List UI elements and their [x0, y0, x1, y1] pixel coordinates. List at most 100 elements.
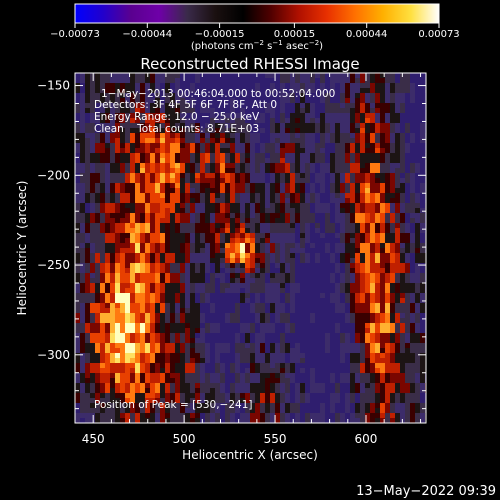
heatmap-cell — [340, 273, 346, 279]
heatmap-cell — [160, 263, 166, 269]
heatmap-cell — [195, 168, 201, 174]
heatmap-cell — [360, 258, 366, 264]
heatmap-cell — [185, 258, 191, 264]
heatmap-cell — [295, 238, 301, 244]
heatmap-cell — [225, 158, 231, 164]
heatmap-cell — [250, 98, 256, 104]
heatmap-cell — [390, 368, 396, 374]
heatmap-cell — [255, 258, 261, 264]
heatmap-cell — [385, 203, 391, 209]
heatmap-cell — [250, 398, 256, 404]
heatmap-cell — [125, 363, 131, 369]
heatmap-cell — [360, 313, 366, 319]
heatmap-cell — [325, 83, 331, 89]
heatmap-cell — [200, 243, 206, 249]
heatmap-cell — [80, 123, 86, 129]
heatmap-cell — [185, 338, 191, 344]
heatmap-cell — [200, 228, 206, 234]
heatmap-cell — [350, 188, 356, 194]
heatmap-cell — [270, 343, 276, 349]
heatmap-cell — [265, 363, 271, 369]
heatmap-cell — [345, 408, 351, 414]
heatmap-cell — [315, 218, 321, 224]
heatmap-cell — [410, 258, 416, 264]
heatmap-cell — [225, 198, 231, 204]
heatmap-cell — [270, 93, 276, 99]
heatmap-cell — [215, 113, 221, 119]
heatmap-cell — [110, 248, 116, 254]
heatmap-cell — [150, 298, 156, 304]
heatmap-cell — [345, 293, 351, 299]
heatmap-cell — [350, 318, 356, 324]
heatmap-cell — [180, 418, 186, 423]
heatmap-cell — [140, 93, 146, 99]
heatmap-cell — [80, 328, 86, 334]
heatmap-cell — [110, 83, 116, 89]
heatmap-cell — [170, 243, 176, 249]
heatmap-cell — [210, 178, 216, 184]
heatmap-cell — [260, 158, 266, 164]
heatmap-cell — [305, 113, 311, 119]
heatmap-cell — [280, 163, 286, 169]
heatmap-cell — [345, 163, 351, 169]
heatmap-cell — [260, 353, 266, 359]
heatmap-cell — [390, 153, 396, 159]
heatmap-cell — [350, 73, 356, 79]
heatmap-cell — [145, 278, 151, 284]
heatmap-cell — [285, 383, 291, 389]
heatmap-cell — [245, 348, 251, 354]
heatmap-cell — [235, 278, 241, 284]
heatmap-cell — [215, 293, 221, 299]
heatmap-cell — [135, 308, 141, 314]
heatmap-cell — [280, 193, 286, 199]
heatmap-cell — [415, 78, 421, 84]
heatmap-cell — [195, 388, 201, 394]
heatmap-cell — [310, 268, 316, 274]
heatmap-cell — [400, 258, 406, 264]
heatmap-cell — [180, 213, 186, 219]
heatmap-cell — [340, 373, 346, 379]
heatmap-cell — [230, 223, 236, 229]
heatmap-cell — [280, 393, 286, 399]
heatmap-cell — [85, 93, 91, 99]
heatmap-cell — [365, 283, 371, 289]
heatmap-cell — [190, 348, 196, 354]
heatmap-cell — [75, 403, 81, 409]
heatmap-cell — [300, 148, 306, 154]
heatmap-cell — [395, 163, 401, 169]
heatmap-cell — [190, 408, 196, 414]
heatmap-cell — [400, 223, 406, 229]
heatmap-cell — [405, 348, 411, 354]
heatmap-cell — [340, 98, 346, 104]
heatmap-cell — [315, 173, 321, 179]
heatmap-cell — [140, 158, 146, 164]
heatmap-cell — [220, 293, 226, 299]
heatmap-cell — [240, 83, 246, 89]
heatmap-cell — [330, 248, 336, 254]
heatmap-cell — [320, 323, 326, 329]
heatmap-cell — [110, 138, 116, 144]
heatmap-cell — [215, 188, 221, 194]
heatmap-cell — [235, 313, 241, 319]
heatmap-cell — [285, 123, 291, 129]
heatmap-cell — [290, 403, 296, 409]
heatmap-cell — [350, 288, 356, 294]
heatmap-cell — [365, 343, 371, 349]
heatmap-cell — [215, 213, 221, 219]
heatmap-cell — [95, 143, 101, 149]
heatmap-cell — [230, 308, 236, 314]
heatmap-cell — [265, 308, 271, 314]
heatmap-cell — [270, 263, 276, 269]
heatmap-cell — [310, 403, 316, 409]
heatmap-cell — [385, 373, 391, 379]
heatmap-cell — [90, 93, 96, 99]
heatmap-cell — [130, 418, 136, 423]
heatmap-cell — [135, 363, 141, 369]
heatmap-cell — [140, 123, 146, 129]
x-tick-label: 500 — [173, 432, 196, 446]
heatmap-cell — [350, 213, 356, 219]
heatmap-cell — [240, 268, 246, 274]
heatmap-cell — [310, 213, 316, 219]
heatmap-cell — [230, 203, 236, 209]
heatmap-cell — [155, 248, 161, 254]
